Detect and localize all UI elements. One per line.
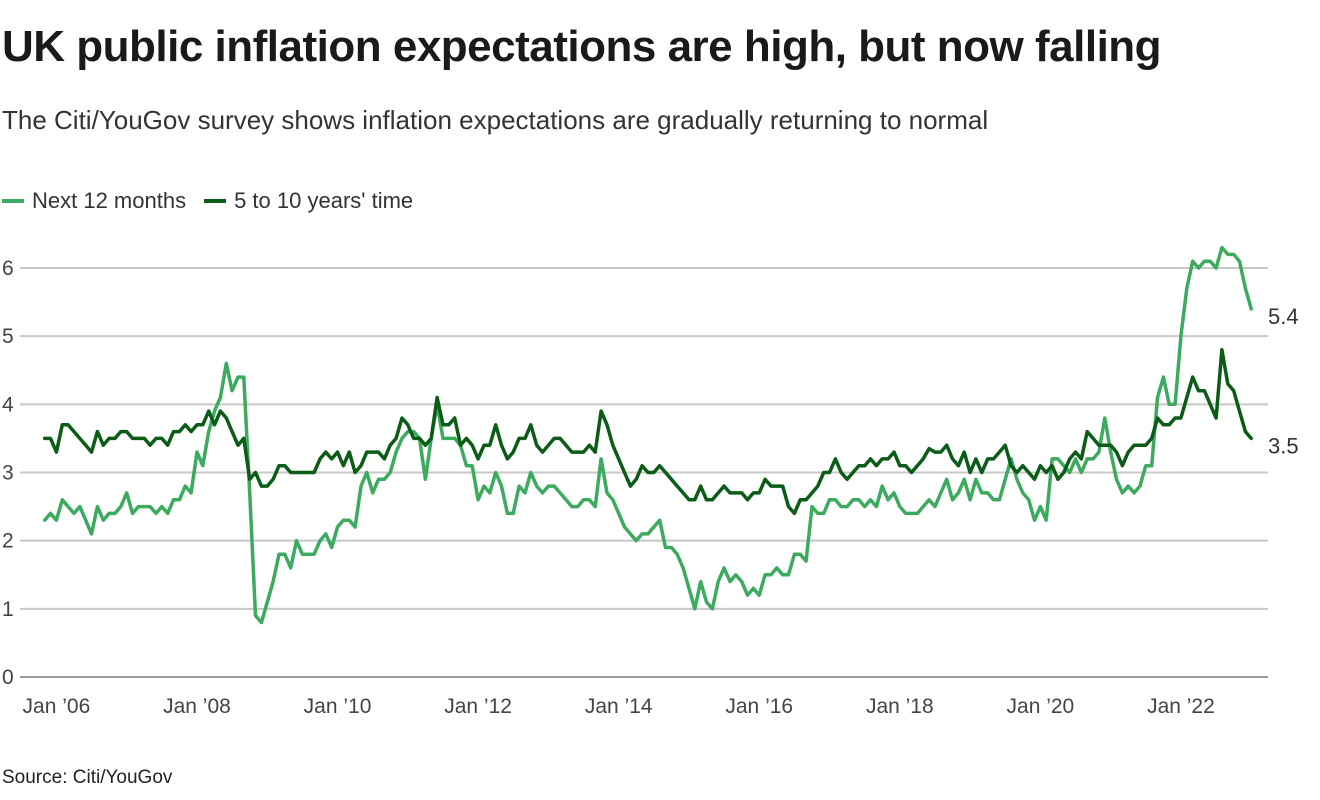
y-tick-label: 2 — [2, 530, 14, 553]
series-line-next-12-months — [42, 245, 1253, 625]
legend-swatch-next-12-months — [2, 199, 24, 203]
y-tick-label: 0 — [2, 666, 14, 689]
y-tick-label: 1 — [2, 598, 14, 621]
legend-label-5-to-10-years: 5 to 10 years' time — [234, 188, 414, 213]
x-tick-label: Jan ’06 — [23, 695, 91, 718]
chart-subtitle: The Citi/YouGov survey shows inflation e… — [2, 105, 989, 135]
source-note: Source: Citi/YouGov — [2, 767, 173, 788]
legend-swatch-5-to-10-years — [204, 199, 227, 203]
legend: Next 12 months 5 to 10 years' time — [2, 188, 413, 214]
series-line-5-to-10-years — [42, 348, 1253, 516]
x-tick-label: Jan ’18 — [866, 695, 934, 718]
legend-item-5-to-10-years: 5 to 10 years' time — [204, 188, 413, 214]
y-tick-label: 4 — [2, 393, 14, 416]
x-tick-label: Jan ’14 — [585, 695, 653, 718]
end-label-5-to-10-years: 3.5 — [1268, 433, 1299, 458]
y-tick-label: 6 — [2, 257, 14, 280]
x-tick-label: Jan ’08 — [163, 695, 231, 718]
legend-label-next-12-months: Next 12 months — [32, 188, 187, 213]
y-tick-label: 3 — [2, 462, 14, 485]
y-tick-label: 5 — [2, 325, 14, 348]
chart-title: UK public inflation expectations are hig… — [2, 22, 1162, 71]
x-tick-label: Jan ’22 — [1147, 695, 1215, 718]
end-label-next-12-months: 5.4 — [1268, 304, 1299, 329]
x-tick-label: Jan ’16 — [725, 695, 793, 718]
x-tick-label: Jan ’12 — [444, 695, 512, 718]
x-tick-label: Jan ’10 — [304, 695, 372, 718]
x-tick-label: Jan ’20 — [1007, 695, 1075, 718]
legend-item-next-12-months: Next 12 months — [2, 188, 186, 214]
